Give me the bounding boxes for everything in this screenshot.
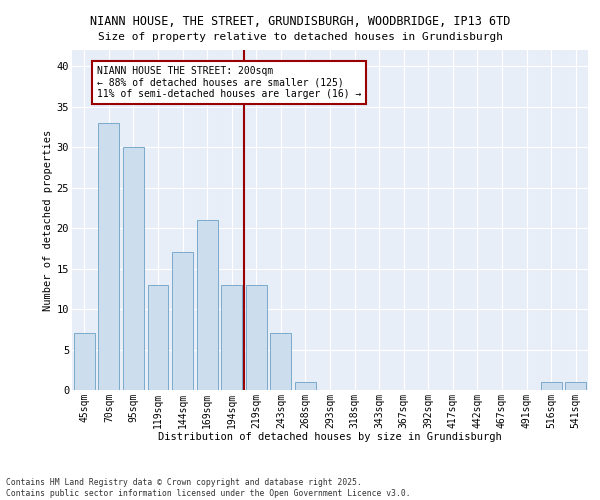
- Text: NIANN HOUSE THE STREET: 200sqm
← 88% of detached houses are smaller (125)
11% of: NIANN HOUSE THE STREET: 200sqm ← 88% of …: [97, 66, 361, 100]
- Bar: [98, 123, 119, 390]
- Bar: [74, 334, 95, 390]
- Bar: [246, 285, 267, 390]
- Text: Size of property relative to detached houses in Grundisburgh: Size of property relative to detached ho…: [97, 32, 503, 42]
- Bar: [271, 334, 292, 390]
- Y-axis label: Number of detached properties: Number of detached properties: [43, 130, 53, 310]
- Bar: [148, 285, 169, 390]
- Bar: [565, 382, 586, 390]
- Bar: [197, 220, 218, 390]
- Text: NIANN HOUSE, THE STREET, GRUNDISBURGH, WOODBRIDGE, IP13 6TD: NIANN HOUSE, THE STREET, GRUNDISBURGH, W…: [90, 15, 510, 28]
- Text: Contains HM Land Registry data © Crown copyright and database right 2025.
Contai: Contains HM Land Registry data © Crown c…: [6, 478, 410, 498]
- Bar: [172, 252, 193, 390]
- Bar: [295, 382, 316, 390]
- X-axis label: Distribution of detached houses by size in Grundisburgh: Distribution of detached houses by size …: [158, 432, 502, 442]
- Bar: [221, 285, 242, 390]
- Bar: [123, 147, 144, 390]
- Bar: [541, 382, 562, 390]
